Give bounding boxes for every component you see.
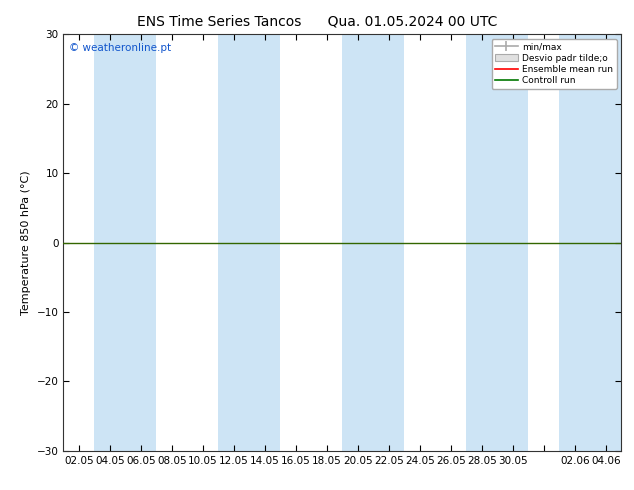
Y-axis label: Temperature 850 hPa (°C): Temperature 850 hPa (°C) [21, 170, 31, 315]
Bar [467, 34, 528, 451]
Text: © weatheronline.pt: © weatheronline.pt [69, 43, 171, 52]
Bar [342, 34, 404, 451]
Text: ENS Time Series Tancos      Qua. 01.05.2024 00 UTC: ENS Time Series Tancos Qua. 01.05.2024 0… [137, 15, 497, 29]
Bar [94, 34, 157, 451]
Legend: min/max, Desvio padr tilde;o, Ensemble mean run, Controll run: min/max, Desvio padr tilde;o, Ensemble m… [491, 39, 617, 89]
Bar [559, 34, 621, 451]
Bar [218, 34, 280, 451]
